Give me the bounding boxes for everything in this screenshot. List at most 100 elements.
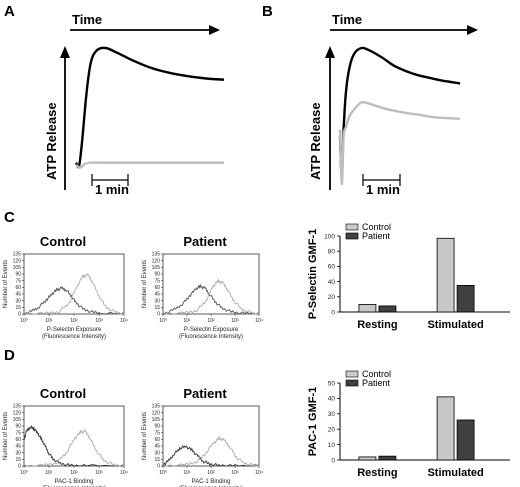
hist-y-tick-label: 90 [154, 272, 160, 278]
hist-x-tick-label: 10³ [231, 318, 239, 324]
traces-a [74, 46, 225, 169]
trace-line-a-0 [74, 46, 225, 169]
bar-category-label: Stimulated [427, 467, 483, 479]
hist-x-tick-label: 10² [70, 318, 78, 324]
bar-y-tick-label: 40 [328, 396, 336, 403]
legend-swatch-control [345, 370, 359, 378]
hist-y-tick-label: 75 [15, 278, 21, 284]
trace-line-b-1 [338, 100, 461, 186]
hist-x-tick-label: 10³ [95, 318, 103, 324]
hist-x-tick-label: 10¹ [45, 318, 53, 324]
bar-stimulated-patient [456, 284, 475, 313]
hist-curve-0 [162, 444, 260, 467]
y-axis-label-b: ATP Release [308, 102, 323, 180]
hist-y-tick-label: 15 [154, 305, 160, 311]
hist-y-tick-label: 45 [154, 292, 160, 298]
bar-category-label: Resting [357, 467, 397, 479]
hist-y-tick-label: 60 [154, 285, 160, 291]
bar-category-label: Stimulated [427, 319, 483, 331]
bar-category-label: Resting [357, 319, 397, 331]
hist-y-tick-label: 45 [15, 292, 21, 298]
bar-y-tick-label: 80 [328, 249, 336, 256]
bar-y-tick-label: 100 [324, 233, 335, 240]
hist-y-tick-label: 75 [154, 430, 160, 436]
hist-x-tick-label: 10⁰ [20, 318, 28, 324]
hist-x-tick-label: 10⁰ [159, 318, 167, 324]
hist-x-tick-label: 10⁰ [159, 470, 167, 476]
hist-y-axis-label: Number of Events [3, 260, 9, 308]
hist-x-tick-label: 10² [70, 470, 78, 476]
hist-x-tick-label: 10¹ [45, 470, 53, 476]
hist-y-tick-label: 30 [15, 450, 21, 456]
hist-x-tick-label: 10¹ [183, 318, 191, 324]
hist-x-tick-label: 10² [207, 470, 215, 476]
time-arrowhead-a [209, 25, 220, 35]
hist-y-tick-label: 105 [13, 417, 22, 423]
hist-y-tick-label: 120 [13, 410, 22, 416]
legend-label-patient: Patient [362, 378, 391, 388]
hist-y-tick-label: 0 [18, 312, 21, 318]
hist-y-tick-label: 45 [15, 444, 21, 450]
hist-y-tick-label: 135 [152, 252, 161, 258]
hist-x-axis-label: PAC-1 Binding [192, 479, 231, 485]
hist-y-axis-label: Number of Events [142, 412, 148, 460]
bar-chart-p-selectin: 0 20 40 60 80 100 P-Selectin GMF-1 Resting Stimu… [307, 222, 510, 331]
bar-resting-control [358, 456, 377, 461]
hist-y-tick-label: 60 [15, 437, 21, 443]
bar-y-tick-label: 50 [328, 380, 336, 387]
hist-x-tick-label: 10⁴ [255, 318, 263, 324]
bar-y-tick-label: 10 [328, 442, 336, 449]
hist-y-tick-label: 75 [15, 430, 21, 436]
hist-x-tick-label: 10⁴ [120, 318, 128, 324]
bar-stimulated-control [436, 237, 455, 313]
bar-y-tick-label: 0 [331, 309, 335, 316]
atp-trace-chart-b: Time ATP Release 1 min [308, 12, 478, 197]
hist-frame [23, 253, 125, 315]
scale-bar-label-b: 1 min [366, 182, 400, 197]
hist-y-tick-label: 120 [152, 410, 161, 416]
panel-letter-a: A [4, 3, 15, 20]
bar-y-axis-label: P-Selectin GMF-1 [307, 229, 319, 319]
hist-x-tick-label: 10⁰ [20, 470, 28, 476]
legend-swatch-patient [345, 232, 359, 240]
hist-y-tick-label: 90 [15, 424, 21, 430]
hist-curve-1 [162, 435, 260, 467]
bar-y-tick-label: 0 [331, 457, 335, 464]
hist-y-tick-label: 30 [154, 450, 160, 456]
hist-y-tick-label: 15 [15, 457, 21, 463]
atp-trace-chart-a: Time ATP Release 1 min [44, 12, 225, 197]
hist-y-tick-label: 90 [15, 272, 21, 278]
hist-x-axis-label-2: (Fluorescence Intensity) [179, 334, 243, 340]
hist-y-tick-label: 60 [154, 437, 160, 443]
time-arrowhead-b [467, 25, 478, 35]
hist-curve-1 [23, 429, 125, 467]
hist-y-tick-label: 0 [157, 312, 160, 318]
hist-x-axis-label: P-Selectin Exposure [47, 327, 102, 333]
bar-stimulated-patient [456, 419, 475, 461]
trace-line-b-0 [338, 46, 461, 179]
hist-title: Patient [183, 386, 227, 401]
y-axis-label-a: ATP Release [44, 102, 59, 180]
hist-y-axis-label: Number of Events [3, 412, 9, 460]
hist-y-tick-label: 105 [13, 265, 22, 271]
hist-y-tick-label: 135 [152, 404, 161, 410]
hist-title: Control [40, 234, 86, 249]
hist-curve-0 [23, 286, 124, 315]
hist-y-tick-label: 120 [13, 258, 22, 264]
hist-curve-0 [162, 283, 260, 315]
bar-y-tick-label: 40 [328, 279, 336, 286]
hist-y-tick-label: 30 [15, 298, 21, 304]
bar-resting-control [358, 303, 377, 313]
panel-letter-b: B [262, 3, 273, 20]
panel-letter-d: D [4, 347, 15, 364]
hist-x-axis-label-2: (Fluorescence Intensity) [42, 334, 106, 340]
y-arrowhead-a [60, 46, 70, 58]
time-label-a: Time [72, 12, 102, 27]
hist-x-tick-label: 10¹ [183, 470, 191, 476]
hist-x-tick-label: 10⁴ [120, 470, 128, 476]
bar-y-tick-label: 20 [328, 427, 336, 434]
hist-y-tick-label: 120 [152, 258, 161, 264]
